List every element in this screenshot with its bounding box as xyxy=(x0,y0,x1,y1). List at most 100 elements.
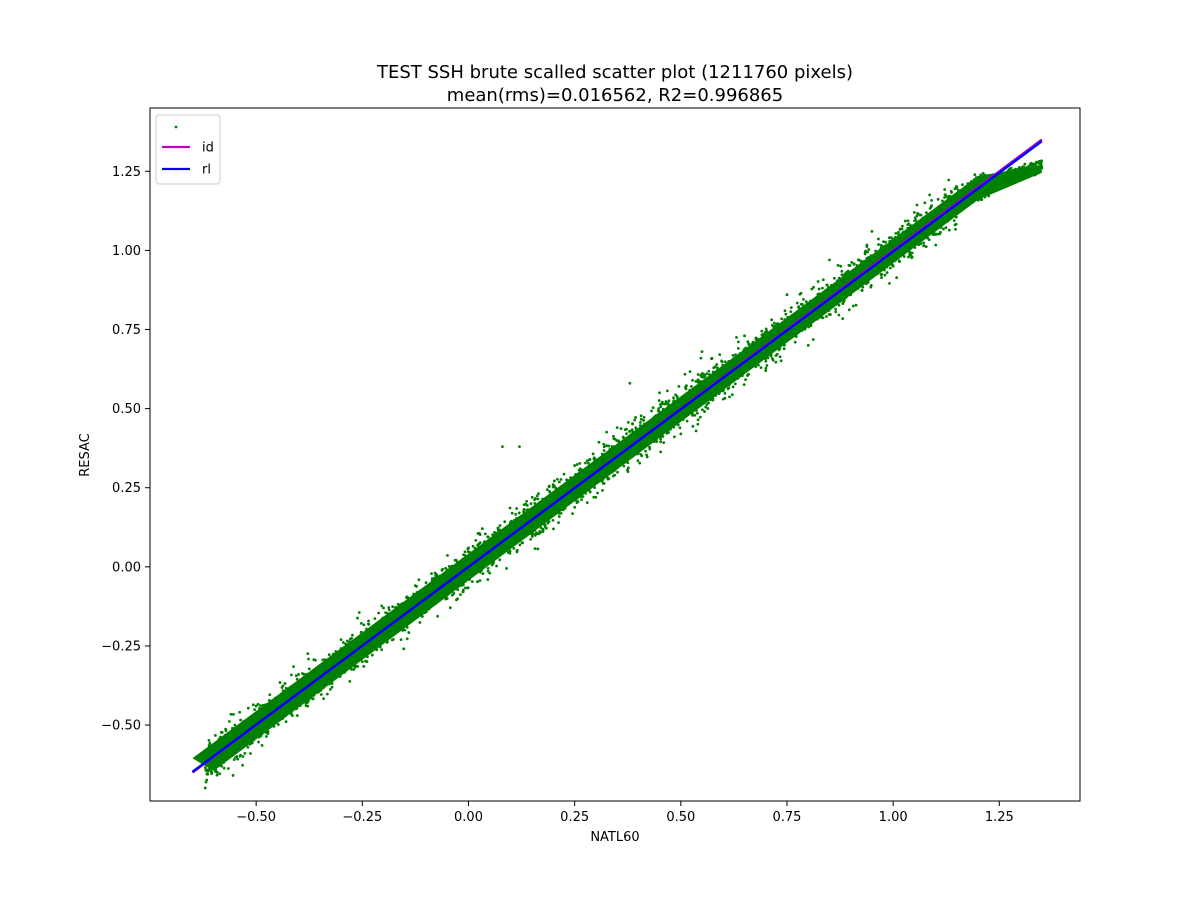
scatter-point xyxy=(711,370,715,374)
scatter-point xyxy=(341,641,345,644)
scatter-point xyxy=(575,501,579,505)
scatter-point xyxy=(668,427,672,431)
scatter-point xyxy=(463,550,467,554)
scatter-point xyxy=(476,580,479,584)
scatter-point xyxy=(684,398,688,402)
scatter-point xyxy=(879,273,883,276)
scatter-point xyxy=(207,764,211,768)
scatter-point xyxy=(973,193,977,197)
scatter-point xyxy=(470,567,474,571)
scatter-point xyxy=(415,599,419,603)
scatter-point xyxy=(696,385,700,389)
scatter-point xyxy=(774,360,778,364)
scatter-point xyxy=(903,219,907,223)
fit-lines-layer xyxy=(191,138,1043,774)
scatter-point xyxy=(947,228,951,232)
scatter-point xyxy=(508,506,512,510)
scatter-point xyxy=(571,512,574,516)
scatter-point xyxy=(877,237,880,241)
scatter-point xyxy=(922,241,926,245)
scatter-point xyxy=(400,619,404,623)
scatter-point xyxy=(817,301,821,304)
scatter-point xyxy=(321,658,325,662)
scatter-point xyxy=(721,370,725,374)
scatter-point xyxy=(944,226,948,230)
scatter-point xyxy=(964,199,967,203)
scatter-point xyxy=(785,293,789,297)
scatter-point xyxy=(319,693,323,696)
scatter-point xyxy=(276,696,279,699)
scatter-point xyxy=(659,405,663,409)
scatter-point xyxy=(992,182,996,186)
scatter-point xyxy=(278,718,282,721)
scatter-point xyxy=(629,433,633,437)
scatter-point xyxy=(280,701,284,704)
scatter-point xyxy=(365,660,369,663)
scatter-point xyxy=(752,362,756,366)
scatter-point xyxy=(486,566,490,570)
x-tick-label: 0.25 xyxy=(560,810,589,825)
scatter-point xyxy=(626,468,629,472)
scatter-point xyxy=(223,752,226,755)
scatter-point xyxy=(444,592,448,596)
scatter-point xyxy=(890,241,894,245)
scatter-point xyxy=(737,340,740,344)
scatter-point xyxy=(857,279,861,283)
scatter-point xyxy=(910,251,914,255)
scatter-point xyxy=(527,528,531,532)
scatter-point xyxy=(483,545,487,549)
scatter-point xyxy=(207,768,211,772)
scatter-point xyxy=(956,207,960,210)
scatter-point xyxy=(390,638,394,642)
scatter-point xyxy=(742,349,745,353)
scatter-point xyxy=(505,544,509,548)
scatter-point xyxy=(951,215,955,218)
scatter-point xyxy=(803,322,807,326)
scatter-point xyxy=(475,550,479,553)
scatter-point xyxy=(746,340,750,343)
scatter-point xyxy=(510,544,513,548)
scatter-point xyxy=(769,353,773,357)
scatter-point xyxy=(386,636,390,640)
scatter-point xyxy=(1013,171,1017,175)
scatter-point xyxy=(488,571,492,575)
scatter-point xyxy=(551,510,554,514)
scatter-point xyxy=(972,184,976,188)
scatter-point xyxy=(347,642,350,646)
scatter-point xyxy=(332,669,336,672)
scatter-point xyxy=(625,436,629,440)
scatter-point xyxy=(628,442,632,446)
scatter-point xyxy=(558,504,561,508)
scatter-point xyxy=(907,227,910,231)
scatter-point xyxy=(1017,174,1021,178)
scatter-point xyxy=(214,770,217,773)
scatter-point xyxy=(512,522,516,526)
scatter-point xyxy=(478,561,482,565)
scatter-point xyxy=(596,459,600,463)
scatter-point xyxy=(322,697,325,701)
scatter-point xyxy=(469,572,473,576)
scatter-point xyxy=(497,551,501,555)
scatter-point xyxy=(273,696,277,700)
scatter-point xyxy=(789,334,792,338)
scatter-point xyxy=(522,503,526,507)
scatter-point xyxy=(695,411,699,415)
scatter-point xyxy=(269,701,273,705)
scatter-point xyxy=(338,655,342,658)
scatter-point xyxy=(1021,170,1025,174)
scatter-point xyxy=(928,193,931,197)
scatter-point xyxy=(284,686,288,690)
scatter-point xyxy=(445,597,449,600)
scatter-point xyxy=(392,610,396,614)
scatter-point xyxy=(712,366,716,370)
scatter-point xyxy=(740,352,744,356)
scatter-point xyxy=(578,479,581,483)
scatter-point xyxy=(448,606,452,610)
scatter-point xyxy=(944,214,948,218)
scatter-point xyxy=(387,606,391,609)
scatter-point xyxy=(418,589,422,593)
scatter-point xyxy=(377,641,381,645)
scatter-point xyxy=(449,568,453,572)
scatter-point xyxy=(302,683,306,687)
scatter-point xyxy=(901,231,905,235)
